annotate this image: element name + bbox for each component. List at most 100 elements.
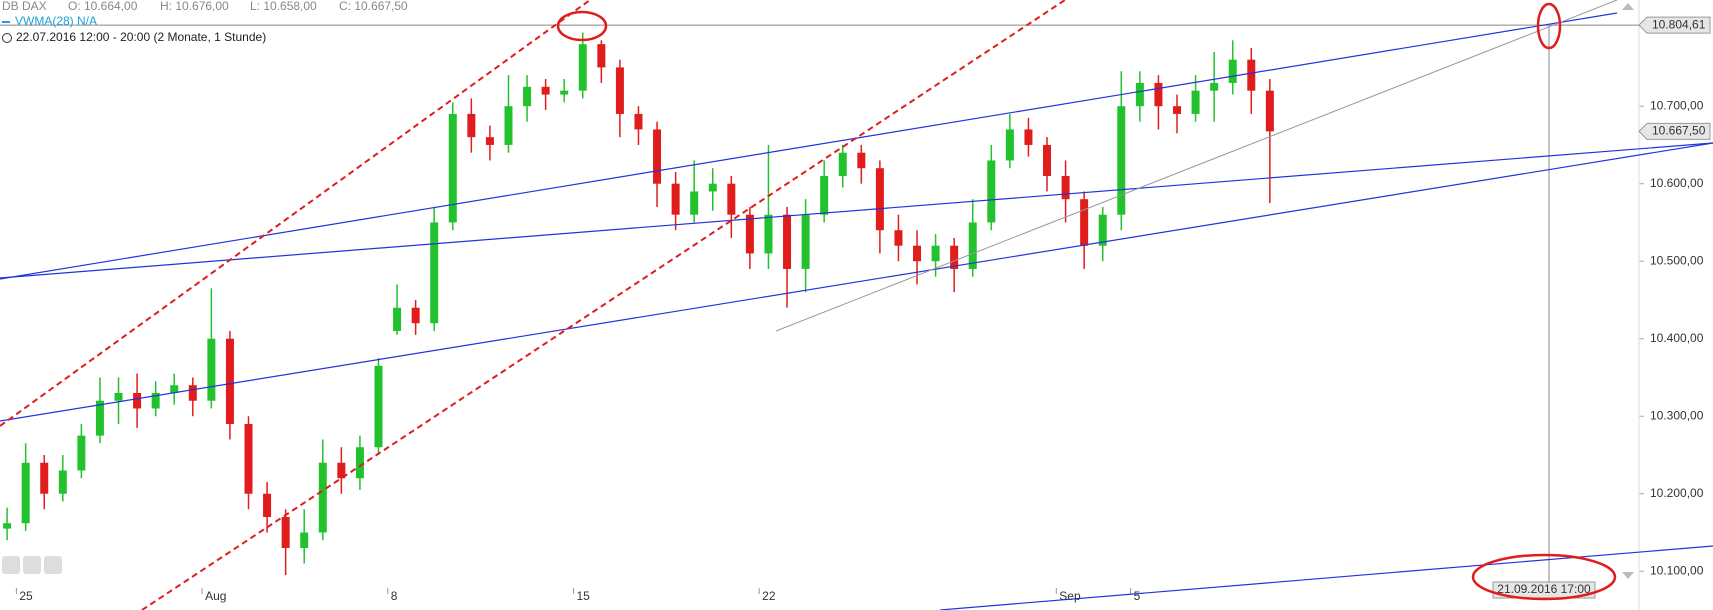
candle-body — [430, 222, 439, 324]
candle-body — [467, 113, 476, 138]
trend-line — [0, 12, 1618, 280]
channel-line — [141, 0, 1066, 610]
candle-body — [337, 462, 346, 479]
highlight — [556, 10, 608, 42]
candle-body — [597, 44, 606, 68]
trend-line — [939, 545, 1713, 610]
candle-body — [1173, 106, 1182, 114]
zoom-in-button[interactable] — [23, 556, 41, 574]
crosshair-price-box — [1638, 16, 1711, 34]
y-tick-label: 10.200,00 — [1650, 486, 1704, 500]
crosshair-time-label: 21.09.2016 17:00 — [1497, 582, 1591, 596]
zoom-out-button[interactable] — [2, 556, 20, 574]
candle-body — [913, 245, 922, 262]
candle-body — [1191, 90, 1200, 114]
candle-body — [1228, 59, 1237, 83]
zoom-buttons[interactable] — [2, 556, 62, 574]
candle-body — [783, 214, 792, 269]
candle-body — [170, 385, 179, 393]
candle-body — [1154, 82, 1163, 107]
x-tick-label: Aug — [205, 589, 226, 603]
candle-body — [318, 462, 327, 533]
trend-line — [775, 0, 1618, 332]
highlight — [1536, 2, 1562, 50]
candle-body — [987, 160, 996, 223]
candle-body — [801, 214, 810, 269]
candle-body — [857, 152, 866, 169]
candle-body — [894, 230, 903, 246]
y-tick-label: 10.300,00 — [1650, 408, 1704, 422]
candle-body — [281, 516, 290, 548]
candle-body — [1210, 82, 1219, 91]
candle-body — [3, 523, 12, 529]
channel-line — [0, 0, 591, 427]
candle-body — [820, 175, 829, 215]
candle-body — [188, 385, 197, 401]
quote: L: 10.658,00 — [250, 0, 317, 13]
scroll-down[interactable] — [1622, 572, 1634, 579]
x-tick-label: 25 — [19, 589, 33, 603]
y-tick-label: 10.700,00 — [1650, 98, 1704, 112]
candle-body — [560, 90, 569, 95]
candle-body — [21, 462, 30, 524]
candle-body — [950, 245, 959, 269]
candle-body — [40, 462, 49, 494]
quote: C: 10.667,50 — [339, 0, 408, 13]
candle-body — [77, 435, 86, 471]
header: DB DAX O: 10.664,00 H: 10.676,00 L: 10.6… — [2, 0, 408, 44]
candle-body — [151, 392, 160, 409]
scroll-up[interactable] — [1622, 3, 1634, 10]
y-tick-label: 10.100,00 — [1650, 563, 1704, 577]
candle-body — [207, 338, 216, 401]
candle-body — [764, 214, 773, 254]
candle-body — [1061, 175, 1070, 200]
candle-body — [1247, 59, 1256, 91]
candle-body — [1005, 129, 1014, 161]
candle-body — [578, 44, 587, 91]
candle-body — [653, 129, 662, 184]
indicator: VWMA(28) — [15, 14, 74, 28]
candle-body — [745, 214, 754, 254]
quote: O: 10.664,00 — [68, 0, 138, 13]
last-price-label: 10.667,50 — [1652, 124, 1706, 138]
candle-body — [708, 183, 717, 192]
candle-body — [875, 168, 884, 231]
x-tick-label: 22 — [762, 589, 776, 603]
quote: H: 10.676,00 — [160, 0, 229, 13]
candle-body — [931, 245, 940, 262]
candle-body — [1135, 82, 1144, 107]
crosshair-price-label: 10.804,61 — [1652, 17, 1706, 31]
candle-body — [838, 152, 847, 176]
candle-body — [263, 493, 272, 517]
candle-body — [1117, 106, 1126, 215]
y-tick-label: 10.500,00 — [1650, 253, 1704, 267]
highlight — [1471, 553, 1617, 601]
x-tick-label: 5 — [1134, 589, 1141, 603]
clock-icon — [2, 33, 12, 43]
y-tick-label: 10.600,00 — [1650, 176, 1704, 190]
trend-line — [0, 142, 1713, 422]
candle-body — [393, 307, 402, 331]
candle-body — [58, 470, 67, 494]
x-tick-label: 15 — [576, 589, 590, 603]
reset-button[interactable] — [44, 556, 62, 574]
y-tick-label: 10.400,00 — [1650, 331, 1704, 345]
candle-body — [300, 532, 309, 548]
trend-line — [0, 142, 1713, 279]
candle-body — [615, 67, 624, 114]
candle-body — [968, 222, 977, 269]
candle-body — [671, 183, 680, 215]
candle-body — [133, 392, 142, 409]
candle-body — [1265, 90, 1274, 132]
candle-body — [523, 86, 532, 107]
indicator-value: N/A — [77, 14, 97, 28]
x-tick-label: 8 — [391, 589, 398, 603]
candle-body — [355, 447, 364, 479]
candle-body — [448, 113, 457, 223]
candle-body — [1024, 129, 1033, 145]
candle-body — [504, 106, 513, 145]
x-tick-label: Sep — [1059, 589, 1081, 603]
candle-body — [485, 137, 494, 145]
